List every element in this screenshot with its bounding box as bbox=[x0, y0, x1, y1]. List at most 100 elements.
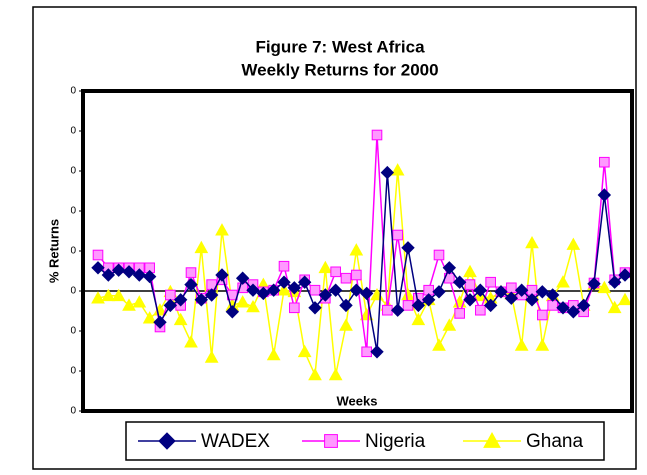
square-marker bbox=[340, 272, 352, 284]
y-axis-label: % Returns bbox=[46, 219, 61, 283]
square-marker bbox=[464, 279, 476, 290]
triangle-marker bbox=[349, 243, 364, 256]
series-line bbox=[97, 172, 626, 352]
square-marker bbox=[402, 300, 414, 311]
series bbox=[91, 163, 632, 381]
diamond-marker bbox=[111, 263, 126, 277]
diamond-marker bbox=[142, 269, 157, 284]
triangle-marker bbox=[308, 367, 322, 381]
triangle-marker bbox=[142, 311, 157, 324]
y-tick-label: 0 bbox=[70, 126, 76, 137]
diamond-marker bbox=[266, 283, 281, 297]
triangle-marker bbox=[122, 298, 136, 311]
diamond-marker bbox=[184, 277, 198, 292]
diamond-marker bbox=[566, 305, 581, 319]
y-tick-label: 0 bbox=[70, 366, 76, 377]
diamond-marker bbox=[514, 283, 529, 297]
diamond-marker bbox=[194, 293, 209, 307]
square-marker bbox=[475, 304, 486, 316]
diamond-marker bbox=[380, 165, 395, 180]
square-marker bbox=[330, 266, 341, 278]
diamond-marker bbox=[576, 298, 591, 313]
diamond-marker bbox=[535, 285, 550, 299]
square-marker bbox=[185, 267, 197, 278]
legend-box bbox=[125, 421, 605, 461]
triangle-marker bbox=[204, 350, 219, 363]
diamond-marker bbox=[442, 261, 457, 275]
triangle-marker bbox=[411, 312, 426, 326]
diamond-marker bbox=[101, 268, 116, 282]
diamond-marker bbox=[525, 293, 539, 307]
plot-border bbox=[81, 89, 634, 413]
triangle-marker bbox=[442, 318, 457, 331]
chart-frame bbox=[32, 6, 637, 470]
y-tick-label: 0 bbox=[70, 86, 76, 97]
diamond-marker bbox=[287, 281, 302, 295]
diamond-marker bbox=[277, 275, 291, 289]
triangle-marker bbox=[184, 335, 198, 348]
square-marker bbox=[537, 309, 548, 321]
triangle-marker bbox=[194, 240, 209, 254]
square-marker bbox=[506, 282, 517, 294]
triangle-marker bbox=[401, 287, 415, 301]
diamond-marker bbox=[597, 188, 612, 202]
triangle-marker bbox=[173, 312, 188, 326]
triangle-marker bbox=[607, 300, 622, 314]
diamond-marker bbox=[463, 293, 477, 307]
triangle-marker bbox=[535, 338, 550, 351]
diamond-marker bbox=[297, 275, 312, 289]
diamond-marker bbox=[339, 298, 353, 313]
diamond-marker bbox=[545, 288, 560, 302]
diamond-marker bbox=[411, 298, 426, 313]
y-tick-label: 0 bbox=[70, 246, 76, 257]
y-tick-label: 0 bbox=[70, 406, 76, 417]
triangle-marker bbox=[566, 237, 581, 250]
diamond-marker bbox=[473, 283, 488, 297]
diamond-marker bbox=[359, 286, 374, 301]
diamond-marker bbox=[225, 305, 240, 319]
diamond-marker bbox=[556, 301, 570, 315]
triangle-marker bbox=[597, 280, 612, 294]
diamond-marker bbox=[132, 268, 147, 282]
square-marker bbox=[361, 346, 372, 358]
square-marker bbox=[309, 284, 321, 296]
triangle-marker bbox=[111, 288, 126, 302]
diamond-marker bbox=[318, 288, 333, 302]
diamond-marker bbox=[432, 285, 446, 299]
square-marker bbox=[547, 300, 558, 311]
triangle-marker bbox=[525, 235, 539, 249]
diamond-marker bbox=[452, 275, 467, 289]
square-marker bbox=[371, 129, 383, 141]
square-marker bbox=[351, 269, 362, 281]
diamond-marker bbox=[504, 291, 519, 305]
diamond-marker bbox=[328, 283, 343, 297]
diamond-marker bbox=[91, 261, 105, 275]
triangle-marker bbox=[432, 338, 446, 351]
diamond-marker bbox=[587, 277, 601, 291]
legend-entry: Nigeria bbox=[302, 431, 426, 452]
triangle-marker bbox=[91, 291, 105, 304]
chart-title: Figure 7: West Africa bbox=[255, 37, 425, 56]
legend-label: Nigeria bbox=[365, 431, 426, 452]
square-marker bbox=[454, 308, 465, 319]
triangle-marker bbox=[318, 260, 333, 274]
triangle-marker bbox=[215, 223, 229, 236]
square-marker bbox=[599, 156, 610, 168]
square-marker bbox=[382, 304, 393, 316]
y-tick-label: 0 bbox=[70, 166, 76, 177]
diamond-marker bbox=[204, 288, 219, 302]
triangle-marker bbox=[266, 347, 281, 361]
diamond-marker bbox=[349, 283, 364, 297]
triangle-marker bbox=[339, 318, 353, 331]
square-marker bbox=[92, 249, 104, 261]
square-marker bbox=[392, 229, 403, 241]
triangle-marker bbox=[132, 295, 147, 308]
triangle-marker bbox=[297, 344, 312, 358]
triangle-marker bbox=[235, 295, 250, 308]
triangle-marker bbox=[277, 283, 291, 296]
diamond-marker bbox=[153, 315, 167, 329]
diamond-marker bbox=[158, 432, 176, 450]
diamond-marker bbox=[308, 301, 322, 315]
diamond-marker bbox=[401, 241, 415, 255]
diamond-marker bbox=[246, 283, 260, 297]
